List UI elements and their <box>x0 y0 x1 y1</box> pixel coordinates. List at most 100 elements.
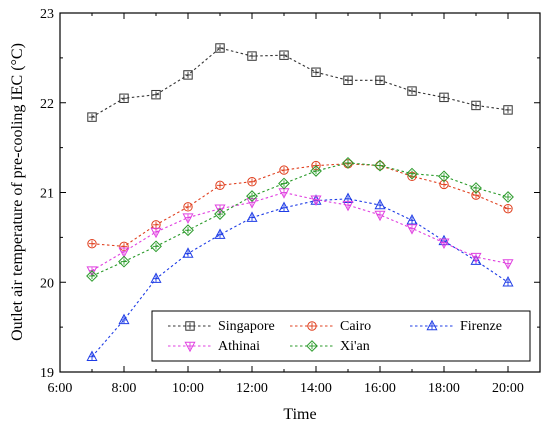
data-point-cairo <box>375 160 385 171</box>
y-tick-label: 21 <box>40 187 54 202</box>
data-point-xi-an <box>374 159 386 172</box>
data-point-athinai <box>214 204 226 215</box>
data-point-singapore <box>311 67 321 77</box>
data-point-firenze <box>470 254 482 265</box>
series-singapore <box>87 43 513 122</box>
data-point-athinai <box>310 195 322 206</box>
data-point-cairo <box>183 202 193 212</box>
y-axis-label: Outlet air temperature of pre-cooling IE… <box>9 43 26 341</box>
legend-marker-xi-an <box>306 340 318 352</box>
data-point-cairo <box>87 238 97 249</box>
data-point-firenze <box>374 198 386 210</box>
data-point-athinai <box>86 266 98 277</box>
data-point-xi-an <box>438 170 450 183</box>
series-line-athinai <box>91 191 509 272</box>
series-layer <box>86 43 514 361</box>
x-tick-label: 6:00 <box>48 381 73 396</box>
data-point-singapore <box>119 93 129 103</box>
data-point-cairo <box>279 165 289 175</box>
data-point-singapore <box>471 100 481 111</box>
data-point-firenze <box>86 350 98 361</box>
legend-marker-firenze <box>426 319 438 331</box>
y-tick-label: 20 <box>40 276 54 291</box>
data-point-xi-an <box>406 167 418 180</box>
data-point-cairo <box>247 177 257 187</box>
x-axis-label: Time <box>283 406 316 423</box>
legend-item-cairo: Cairo <box>290 319 371 334</box>
x-tick-label: 18:00 <box>428 381 460 396</box>
data-point-xi-an <box>214 208 226 220</box>
data-point-singapore <box>375 75 385 86</box>
legend-item-firenze: Firenze <box>410 319 502 334</box>
x-tick-label: 8:00 <box>112 381 137 396</box>
x-tick-label: 14:00 <box>300 381 332 396</box>
data-point-athinai <box>502 259 514 270</box>
data-point-xi-an <box>182 224 194 237</box>
legend-marker-cairo <box>307 321 317 331</box>
data-point-xi-an <box>150 240 162 253</box>
data-point-xi-an <box>86 270 98 282</box>
x-tick-label: 16:00 <box>364 381 396 396</box>
legend-marker-athinai <box>184 341 196 353</box>
data-point-athinai <box>438 238 450 250</box>
series-xi-an <box>86 156 514 282</box>
legend-label-xi-an: Xi'an <box>340 339 370 354</box>
legend-item-athinai: Athinai <box>168 339 260 354</box>
series-cairo <box>87 159 513 252</box>
data-point-athinai <box>182 213 194 224</box>
data-point-athinai <box>342 200 354 212</box>
data-point-athinai <box>470 252 482 264</box>
series-line-xi-an <box>91 162 509 277</box>
series-line-cairo <box>91 163 509 247</box>
data-point-singapore <box>343 75 353 86</box>
data-point-xi-an <box>342 156 354 169</box>
data-point-singapore <box>407 86 417 96</box>
data-point-xi-an <box>470 182 482 194</box>
data-point-xi-an <box>118 255 130 268</box>
data-point-firenze <box>118 313 130 325</box>
legend-item-xi-an: Xi'an <box>290 339 370 354</box>
legend-item-singapore: Singapore <box>168 319 275 334</box>
data-point-firenze <box>150 272 162 283</box>
data-point-singapore <box>215 43 225 53</box>
data-point-athinai <box>374 210 386 222</box>
legend-label-cairo: Cairo <box>340 319 371 334</box>
data-point-xi-an <box>502 191 514 203</box>
data-point-athinai <box>150 227 162 239</box>
data-point-singapore <box>279 50 289 60</box>
data-point-singapore <box>503 105 513 115</box>
data-point-xi-an <box>310 165 322 177</box>
data-point-cairo <box>439 179 449 190</box>
data-point-singapore <box>247 51 257 61</box>
legend-label-singapore: Singapore <box>218 319 275 334</box>
legend-box <box>151 310 531 362</box>
legend: Singapore Cairo Firenze Athinai Xi'an <box>151 310 531 362</box>
y-tick-label: 23 <box>40 7 54 22</box>
data-point-athinai <box>118 247 130 259</box>
axes-layer: 6:00 8:00 10:00 12:00 14:00 16:00 18:00 20:00 19… <box>40 7 541 396</box>
data-point-firenze <box>182 247 194 258</box>
data-point-singapore <box>439 92 449 103</box>
legend-marker-singapore <box>185 321 195 331</box>
data-point-xi-an <box>246 190 258 202</box>
legend-label-firenze: Firenze <box>460 319 502 334</box>
legend-label-athinai: Athinai <box>218 339 260 354</box>
data-point-firenze <box>246 211 258 222</box>
data-point-firenze <box>278 201 290 212</box>
y-tick-label: 19 <box>40 366 54 381</box>
data-point-firenze <box>502 275 514 287</box>
data-point-athinai <box>406 224 418 235</box>
data-point-cairo <box>503 203 513 214</box>
data-point-singapore <box>183 70 193 80</box>
data-point-xi-an <box>278 177 290 190</box>
data-point-singapore <box>87 112 97 122</box>
data-point-firenze <box>406 214 418 225</box>
data-point-firenze <box>214 228 226 239</box>
y-tick-label: 22 <box>40 97 54 112</box>
series-athinai <box>86 188 514 277</box>
series-line-singapore <box>91 47 509 118</box>
x-tick-label: 12:00 <box>236 381 268 396</box>
x-tick-label: 20:00 <box>492 381 524 396</box>
